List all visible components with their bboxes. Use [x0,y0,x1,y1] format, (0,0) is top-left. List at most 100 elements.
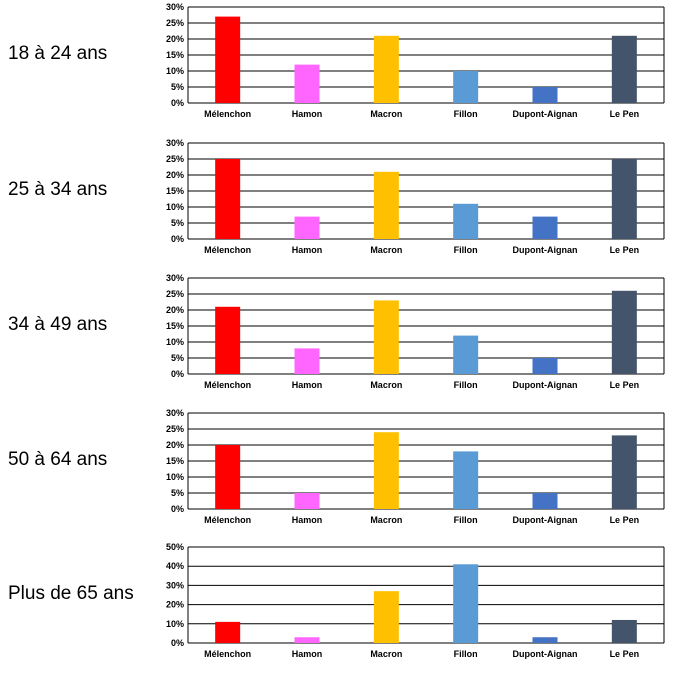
bar [532,358,558,374]
y-tick-label: 30% [166,273,184,283]
y-tick-label: 30% [166,580,184,590]
y-tick-label: 20% [166,34,184,44]
category-label: Dupont-Aignan [513,109,578,119]
category-label: Le Pen [610,515,640,525]
bar [453,564,479,643]
category-label: Le Pen [610,109,640,119]
y-tick-label: 5% [171,218,184,228]
y-tick-label: 20% [166,170,184,180]
age-group-label: 34 à 49 ans [8,314,108,335]
category-label: Fillon [454,245,478,255]
bar [453,71,479,103]
bar [611,290,637,374]
bar-chart: 0% 10% 20% 30% 40% 50% Mélenchon Hamon Macron Fil… [166,542,665,659]
chart-panel: 34 à 49 ans 0% 5% 10% 15% 20% 25% 30% Mélenchon H… [0,271,677,404]
y-tick-label: 5% [171,82,184,92]
category-label: Le Pen [610,649,640,659]
bar [294,216,320,239]
category-label: Hamon [292,380,323,390]
chart-panel: 25 à 34 ans 0% 5% 10% 15% 20% 25% 30% Mélenchon H… [0,136,677,269]
y-tick-label: 25% [166,154,184,164]
y-tick-label: 25% [166,289,184,299]
y-tick-label: 5% [171,488,184,498]
category-label: Fillon [454,649,478,659]
bar [215,306,241,374]
y-tick-label: 30% [166,138,184,148]
category-label: Hamon [292,515,323,525]
y-tick-label: 15% [166,321,184,331]
category-label: Hamon [292,245,323,255]
y-tick-label: 15% [166,50,184,60]
category-label: Mélenchon [204,515,251,525]
y-tick-label: 25% [166,424,184,434]
category-label: Dupont-Aignan [513,380,578,390]
y-tick-label: 20% [166,305,184,315]
bar [532,87,558,103]
category-label: Mélenchon [204,245,251,255]
category-label: Dupont-Aignan [513,649,578,659]
y-tick-label: 10% [166,619,184,629]
category-label: Fillon [454,109,478,119]
bar [294,348,320,374]
y-tick-label: 0% [171,234,184,244]
age-group-label: 50 à 64 ans [8,449,108,470]
bar-chart: 0% 5% 10% 15% 20% 25% 30% Mélenchon Hamon Macron F… [166,2,665,119]
category-label: Mélenchon [204,649,251,659]
y-tick-label: 20% [166,440,184,450]
y-tick-label: 0% [171,504,184,514]
bar [532,216,558,239]
bar [294,64,320,103]
y-tick-label: 30% [166,408,184,418]
y-tick-label: 10% [166,66,184,76]
bar [532,493,558,509]
y-tick-label: 0% [171,638,184,648]
bar [373,432,399,509]
y-tick-label: 0% [171,369,184,379]
category-label: Dupont-Aignan [513,245,578,255]
bar [215,621,241,643]
bar [453,203,479,239]
y-tick-label: 20% [166,600,184,610]
bar [215,445,241,509]
bar [373,591,399,643]
bar [611,159,637,239]
chart-panel: 18 à 24 ans 0% 5% 10% 15% 20% 25% 30% Mélenchon H… [0,0,677,133]
y-tick-label: 0% [171,98,184,108]
bar [215,159,241,239]
bar [611,435,637,509]
category-label: Macron [370,109,402,119]
chart-panel: Plus de 65 ans 0% 10% 20% 30% 40% 50% Mélenchon… [0,540,677,673]
y-tick-label: 25% [166,18,184,28]
chart-panel: 50 à 64 ans 0% 5% 10% 15% 20% 25% 30% Mélenchon H… [0,406,677,539]
category-label: Macron [370,245,402,255]
age-group-label: 25 à 34 ans [8,179,108,200]
y-tick-label: 15% [166,186,184,196]
category-label: Fillon [454,380,478,390]
category-label: Macron [370,649,402,659]
category-label: Le Pen [610,245,640,255]
category-label: Macron [370,380,402,390]
bar-chart: 0% 5% 10% 15% 20% 25% 30% Mélenchon Hamon Macron F… [166,273,665,390]
bar [373,171,399,239]
bar [611,35,637,103]
bar-chart: 0% 5% 10% 15% 20% 25% 30% Mélenchon Hamon Macron F… [166,408,665,525]
y-tick-label: 30% [166,2,184,12]
category-label: Macron [370,515,402,525]
y-tick-label: 5% [171,353,184,363]
age-group-label: 18 à 24 ans [8,43,108,64]
category-label: Hamon [292,109,323,119]
bar [294,637,320,643]
y-tick-label: 10% [166,202,184,212]
bar [453,451,479,509]
category-label: Le Pen [610,380,640,390]
bar [294,493,320,509]
category-label: Fillon [454,515,478,525]
bar [532,637,558,643]
y-tick-label: 50% [166,542,184,552]
bar [453,335,479,374]
category-label: Dupont-Aignan [513,515,578,525]
y-tick-label: 10% [166,337,184,347]
category-label: Hamon [292,649,323,659]
y-tick-label: 15% [166,456,184,466]
